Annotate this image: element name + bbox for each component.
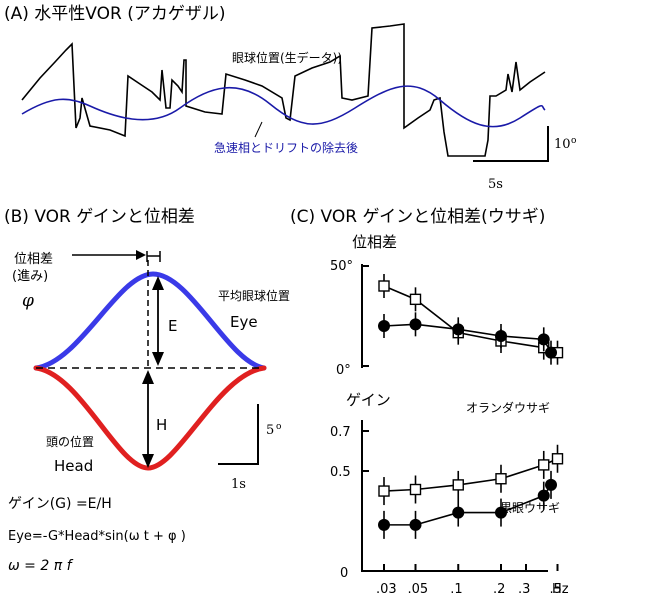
open-square-marker (409, 483, 422, 496)
open-square-marker (378, 485, 390, 497)
panel-a-amp-scale: 10 (554, 137, 571, 152)
filled-circle-marker (545, 346, 558, 359)
h-arrow (142, 370, 154, 468)
gain-tick-0: 0 (340, 566, 348, 581)
panel-a-title: (A) 水平性VOR (アカゲザル) (4, 4, 226, 24)
h-label: H (156, 416, 167, 434)
series-label-dutch: オランダウサギ (466, 400, 550, 415)
series-line (383, 323, 552, 354)
phi-symbol: φ (22, 291, 34, 311)
x-tick-label: .1 (450, 582, 462, 597)
panel-a-scale-bar: 5s 10 o (473, 126, 576, 192)
x-tick-label: .2 (493, 582, 505, 597)
open-square-marker (495, 473, 507, 485)
series-label-black-eye: 黒眼ウサギ (500, 501, 560, 515)
phase-tick-0: 0° (336, 363, 351, 378)
phase-label-line1: 位相差 (14, 252, 53, 267)
eye-label: Eye (230, 313, 258, 331)
open-square-marker (409, 293, 422, 306)
filled-circle-marker (378, 320, 390, 332)
filled-circle-marker (494, 506, 507, 519)
gain-plot (378, 444, 564, 539)
frequency-unit: Hz (552, 582, 569, 597)
eye-formula: Eye=-G*Head*sin(ω t + φ ) (8, 529, 186, 544)
gain-formula: ゲイン(G) =E/H (8, 496, 112, 512)
filled-circle-marker (409, 518, 422, 531)
open-square-marker (551, 453, 564, 465)
frequency-axis-ticks: .03 .05 .1 .2 .3 .5 (376, 564, 562, 597)
eye-curve (33, 271, 267, 371)
phase-arrow (72, 250, 146, 260)
phase-chart-title: 位相差 (352, 233, 397, 251)
panel-b-scale-bar: 5 o 1s (218, 404, 281, 492)
filtered-data-label: 急速相とドリフトの除去後 (214, 140, 358, 155)
filled-circle-marker (537, 489, 550, 502)
phase-axis (361, 264, 369, 368)
head-label: Head (54, 457, 93, 475)
filtered-label-pointer (254, 121, 263, 138)
x-tick-label: .5 (550, 582, 562, 597)
filled-circle-marker (409, 318, 422, 331)
panel-b-title: (B) VOR ゲインと位相差 (4, 207, 195, 227)
filtered-eye-position-trace (21, 85, 546, 128)
open-square-marker (378, 280, 390, 292)
gain-tick-07: 0.7 (330, 425, 351, 440)
omega-formula: ω = 2 π f (8, 558, 74, 574)
gain-tick-05: 0.5 (330, 465, 351, 480)
phase-bracket (146, 251, 161, 262)
panel-c-title: (C) VOR ゲインと位相差(ウサギ) (290, 207, 545, 227)
x-tick-label: .3 (518, 582, 530, 597)
filled-circle-marker (452, 323, 465, 336)
filled-circle-marker (545, 478, 558, 491)
gain-axis (361, 420, 548, 572)
panel-b-degree: o (276, 422, 281, 432)
raw-eye-position-trace (21, 23, 546, 157)
e-label: E (168, 317, 177, 335)
gain-chart-title: ゲイン (346, 391, 391, 409)
open-square-marker (538, 459, 550, 471)
filled-circle-marker (537, 333, 550, 346)
e-arrow (152, 276, 164, 366)
avg-eye-label: 平均眼球位置 (218, 288, 290, 303)
x-tick-label: .03 (376, 582, 397, 597)
phase-tick-50: 50° (330, 259, 353, 274)
panel-b-time-scale: 1s (231, 477, 246, 492)
filled-circle-marker (452, 506, 465, 519)
phase-label-line2: (進み) (12, 269, 48, 284)
open-square-marker (452, 479, 464, 491)
panel-a-time-scale: 5s (488, 177, 503, 192)
filled-circle-marker (494, 330, 507, 342)
filled-circle-marker (378, 518, 390, 531)
panel-a-degree: o (571, 136, 576, 146)
raw-data-label: 眼球位置(生データ)) (232, 50, 342, 65)
panel-b-amp-scale: 5 (266, 423, 274, 438)
x-tick-label: .05 (408, 582, 429, 597)
head-label-jp: 頭の位置 (46, 434, 94, 449)
phase-plot (378, 274, 564, 365)
